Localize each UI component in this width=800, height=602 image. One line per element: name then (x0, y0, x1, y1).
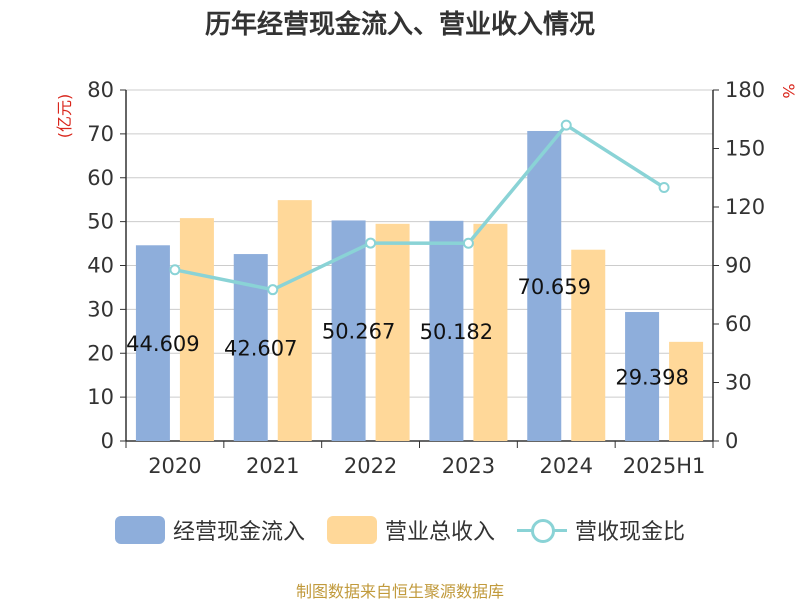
x-tick-label: 2020 (148, 454, 201, 478)
point-cash-ratio (462, 237, 474, 249)
point-cash-ratio (169, 264, 181, 276)
bar-cash-inflow (135, 245, 170, 441)
legend: 经营现金流入 营业总收入 营收现金比 (0, 514, 800, 546)
line-cash-ratio (174, 122, 666, 292)
y-right-tick-label: 0 (725, 429, 738, 453)
y-left-tick-label: 30 (87, 297, 114, 321)
y-left-axis-title: (亿元) (55, 94, 74, 139)
bar-cash-inflow (429, 220, 464, 441)
bar-revenue (473, 223, 508, 441)
legend-label-cash-inflow: 经营现金流入 (172, 520, 305, 545)
y-left-tick-label: 0 (101, 429, 114, 453)
y-right-tick-label: 180 (725, 78, 765, 102)
y-right-tick-label: 120 (725, 195, 765, 219)
legend-swatch-revenue (326, 516, 377, 544)
legend-swatch-cash-ratio (517, 516, 567, 544)
y-left-tick-label: 20 (87, 341, 114, 365)
data-label-cash-inflow: 44.609 (126, 332, 199, 356)
x-tick-label: 2021 (246, 454, 299, 478)
x-tick-label: 2023 (442, 454, 495, 478)
bar-revenue (375, 223, 410, 441)
chart-title: 历年经营现金流入、营业收入情况 (204, 10, 595, 40)
legend-swatch-cash-inflow (114, 516, 165, 544)
legend-label-revenue: 营业总收入 (384, 520, 495, 545)
legend-item-cash-ratio[interactable]: 营收现金比 (517, 514, 685, 546)
bar-revenue (571, 249, 606, 441)
y-left-tick-label: 70 (87, 122, 114, 146)
data-label-cash-inflow: 50.267 (322, 320, 395, 344)
y-left-tick-label: 40 (87, 254, 114, 278)
x-tick-label: 2024 (540, 454, 593, 478)
bar-cash-inflow (527, 130, 562, 441)
combo-chart: 0 10 20 30 40 50 60 70 80 0 30 60 90 120 150 180 (亿元)% 20… (55, 78, 798, 478)
x-tick-label: 2025H1 (623, 454, 706, 478)
legend-item-revenue[interactable]: 营业总收入 (326, 514, 495, 546)
bar-revenue (669, 341, 704, 441)
y-left-tick-label: 60 (87, 166, 114, 190)
y-left-tick-label: 10 (87, 385, 114, 409)
y-right-tick-label: 60 (725, 312, 752, 336)
point-cash-ratio (560, 119, 572, 131)
data-label-cash-inflow: 29.398 (615, 366, 688, 390)
x-tick-label: 2022 (344, 454, 397, 478)
y-right-tick-label: 90 (725, 254, 752, 278)
point-cash-ratio (365, 237, 377, 249)
bar-revenue (179, 218, 214, 441)
data-label-cash-inflow: 50.182 (420, 320, 493, 344)
y-right-tick-label: 30 (725, 371, 752, 395)
data-label-cash-inflow: 42.607 (224, 337, 297, 361)
source-note: 制图数据来自恒生聚源数据库 (295, 582, 504, 601)
legend-item-cash-inflow[interactable]: 经营现金流入 (114, 514, 305, 546)
y-right-axis-title: % (779, 83, 798, 98)
point-cash-ratio (267, 284, 279, 296)
y-left-tick-label: 80 (87, 78, 114, 102)
bar-revenue (277, 200, 312, 441)
data-label-cash-inflow: 70.659 (518, 275, 591, 299)
legend-label-cash-ratio: 营收现金比 (575, 520, 686, 545)
bar-cash-inflow (625, 312, 660, 441)
point-cash-ratio (658, 182, 670, 193)
y-right-tick-label: 150 (725, 137, 765, 161)
y-left-tick-label: 50 (87, 210, 114, 234)
